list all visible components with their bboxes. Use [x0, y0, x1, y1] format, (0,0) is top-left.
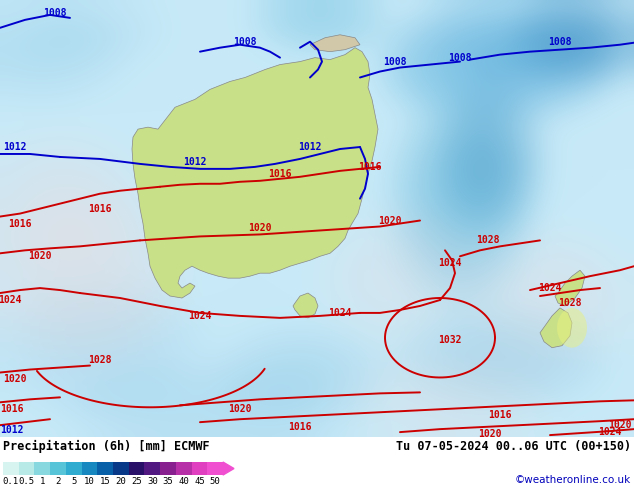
Text: 1020: 1020	[378, 216, 402, 225]
Text: 1008: 1008	[448, 52, 472, 63]
Text: 1020: 1020	[478, 429, 501, 439]
Text: 1024: 1024	[328, 308, 352, 318]
Text: 0.5: 0.5	[18, 477, 35, 486]
Text: 1032: 1032	[438, 335, 462, 345]
Text: 1016: 1016	[288, 422, 312, 432]
Bar	[97, 462, 113, 475]
Text: 50: 50	[210, 477, 221, 486]
Text: 1016: 1016	[268, 169, 292, 179]
Text: 15: 15	[100, 477, 110, 486]
Text: Precipitation (6h) [mm] ECMWF: Precipitation (6h) [mm] ECMWF	[3, 440, 210, 453]
Text: ©weatheronline.co.uk: ©weatheronline.co.uk	[515, 475, 631, 485]
Bar	[191, 462, 207, 475]
Polygon shape	[310, 35, 360, 51]
Text: 1028: 1028	[559, 298, 582, 308]
Text: 1008: 1008	[383, 56, 407, 67]
Text: 1020: 1020	[608, 420, 631, 430]
Text: 2: 2	[55, 477, 61, 486]
Text: 45: 45	[194, 477, 205, 486]
Text: 5: 5	[71, 477, 77, 486]
Text: 1012: 1012	[183, 157, 207, 167]
Text: 1008: 1008	[233, 37, 257, 47]
Text: 1012: 1012	[3, 142, 27, 152]
Text: 1024: 1024	[438, 258, 462, 268]
Text: 1024: 1024	[0, 295, 22, 305]
Text: 10: 10	[84, 477, 95, 486]
Bar	[34, 462, 50, 475]
Text: 0.1: 0.1	[3, 477, 19, 486]
Text: 1008: 1008	[548, 37, 572, 47]
Text: 1016: 1016	[8, 219, 32, 228]
Bar	[19, 462, 34, 475]
Ellipse shape	[557, 308, 587, 348]
Polygon shape	[293, 293, 318, 318]
Bar	[82, 462, 97, 475]
Text: 1028: 1028	[88, 355, 112, 365]
Text: 1024: 1024	[538, 283, 562, 293]
Polygon shape	[223, 462, 234, 475]
Text: 35: 35	[163, 477, 173, 486]
Polygon shape	[132, 48, 378, 298]
Bar	[50, 462, 66, 475]
Text: 1020: 1020	[3, 374, 27, 385]
Text: 1028: 1028	[476, 235, 500, 245]
Text: 1020: 1020	[249, 223, 272, 233]
Text: 25: 25	[131, 477, 142, 486]
Text: 1024: 1024	[598, 427, 622, 437]
Text: 1012: 1012	[298, 142, 321, 152]
Bar	[129, 462, 145, 475]
Text: 20: 20	[115, 477, 126, 486]
Text: 1016: 1016	[88, 204, 112, 214]
Bar	[3, 462, 19, 475]
Bar	[176, 462, 191, 475]
Text: 1: 1	[39, 477, 45, 486]
Polygon shape	[540, 308, 572, 348]
Text: 1012: 1012	[0, 425, 23, 435]
Text: 40: 40	[178, 477, 189, 486]
Text: 1020: 1020	[228, 404, 252, 414]
Text: 1008: 1008	[43, 8, 67, 18]
Bar	[113, 462, 129, 475]
Bar	[66, 462, 82, 475]
Text: 1024: 1024	[188, 311, 212, 321]
Bar	[207, 462, 223, 475]
Bar	[145, 462, 160, 475]
Text: Tu 07-05-2024 00..06 UTC (00+150): Tu 07-05-2024 00..06 UTC (00+150)	[396, 440, 631, 453]
Text: 1020: 1020	[29, 251, 52, 261]
Text: 1016: 1016	[488, 410, 512, 420]
Bar	[160, 462, 176, 475]
Text: 1016: 1016	[0, 404, 23, 414]
Polygon shape	[555, 270, 585, 306]
Text: 30: 30	[147, 477, 158, 486]
Text: 1016: 1016	[358, 162, 382, 172]
